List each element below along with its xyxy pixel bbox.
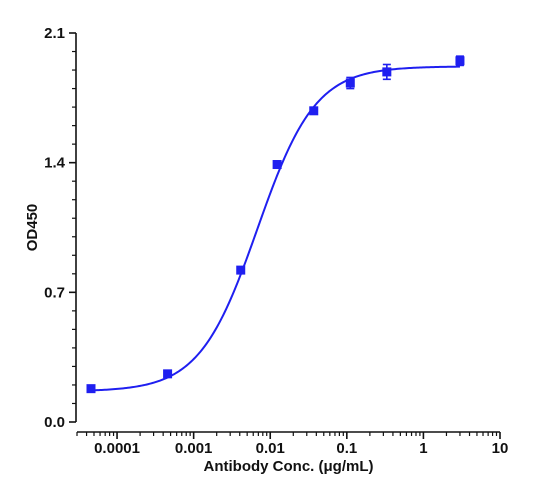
data-point [345, 78, 355, 88]
fit-curve [90, 65, 460, 392]
data-point [309, 106, 319, 116]
x-tick-label: 1 [419, 440, 427, 457]
data-point [163, 369, 173, 379]
x-axis-title: Antibody Conc. (μg/mL) [204, 458, 374, 475]
data-points [86, 55, 465, 394]
y-tick-label: 0.0 [44, 414, 65, 431]
axes: 0.0 0.7 1.4 2.1 0.0001 0.001 0.01 0.1 1 10 [44, 25, 508, 457]
x-tick-label: 0.01 [256, 440, 285, 457]
x-tick-label: 10 [492, 440, 509, 457]
data-point [86, 384, 96, 394]
data-point [272, 160, 282, 170]
y-tick-label: 1.4 [44, 155, 66, 172]
x-tick-label: 0.0001 [94, 440, 140, 457]
data-point [455, 56, 465, 66]
y-axis-title: OD450 [24, 204, 41, 252]
x-tick-label: 0.1 [336, 440, 357, 457]
fit-curve-layer [90, 65, 460, 392]
data-point [382, 67, 392, 77]
y-tick-label: 0.7 [44, 284, 65, 301]
data-point [236, 265, 246, 275]
y-tick-label: 2.1 [44, 25, 65, 42]
x-tick-label: 0.001 [175, 440, 213, 457]
